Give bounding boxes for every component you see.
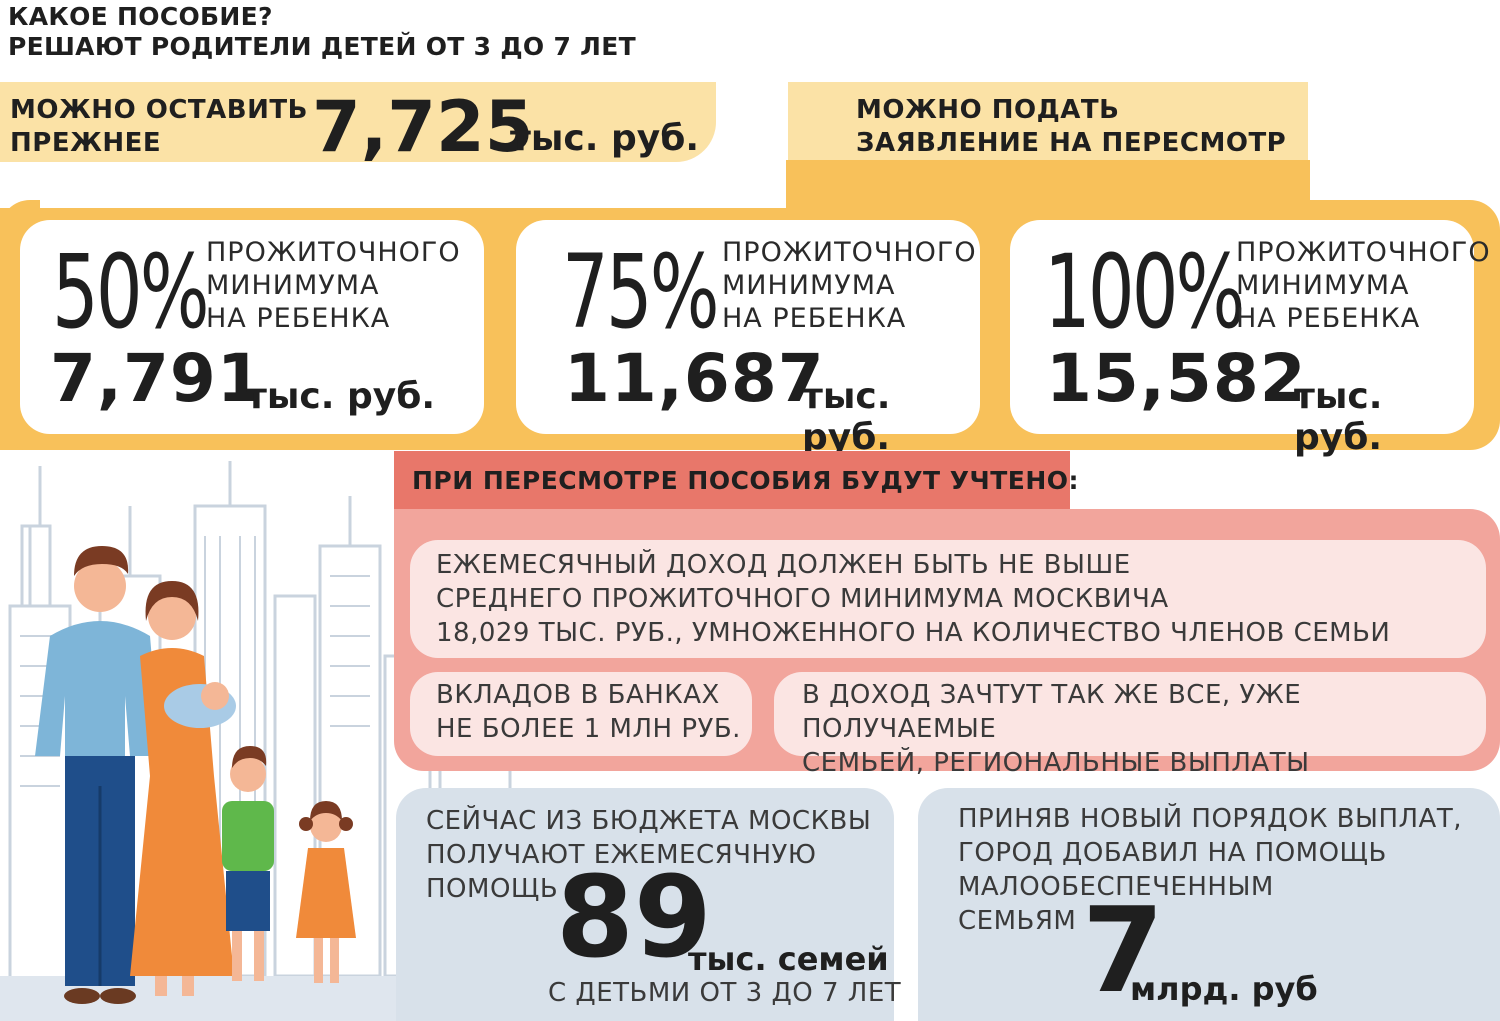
condition-payments-line-2: СЕМЬЕЙ, РЕГИОНАЛЬНЫЕ ВЫПЛАТЫ (802, 748, 1310, 778)
condition-payments-text: В ДОХОД ЗАЧТУТ ТАК ЖЕ ВСЕ, УЖЕ ПОЛУЧАЕМЫ… (802, 678, 1486, 780)
option-50-label-line-3: НА РЕБЕНКА (206, 303, 391, 334)
keep-label-line-1: МОЖНО ОСТАВИТЬ (10, 95, 308, 125)
option-100-label-line-2: МИНИМУМА (1236, 270, 1410, 301)
budget-stat-card (918, 788, 1500, 1021)
families-stat-text: СЕЙЧАС ИЗ БЮДЖЕТА МОСКВЫ ПОЛУЧАЮТ ЕЖЕМЕС… (426, 804, 871, 906)
review-label: МОЖНО ПОДАТЬ ЗАЯВЛЕНИЕ НА ПЕРЕСМОТР (856, 94, 1286, 160)
families-stat-line-3: ПОМОЩЬ (426, 874, 559, 904)
conditions-heading: ПРИ ПЕРЕСМОТРЕ ПОСОБИЯ БУДУТ УЧТЕНО: (412, 466, 1080, 495)
review-label-line-2: ЗАЯВЛЕНИЕ НА ПЕРЕСМОТР (856, 128, 1287, 158)
option-card-100: 100% ПРОЖИТОЧНОГО МИНИМУМА НА РЕБЕНКА 15… (1010, 220, 1490, 458)
option-100-label-line-1: ПРОЖИТОЧНОГО (1236, 237, 1491, 268)
family-city-illustration (0, 461, 560, 1021)
option-card-75: 75% ПРОЖИТОЧНОГО МИНИМУМА НА РЕБЕНКА 11,… (516, 220, 980, 458)
condition-deposits-text: ВКЛАДОВ В БАНКАХ НЕ БОЛЕЕ 1 МЛН РУБ. (436, 678, 741, 746)
condition-income-line-3: 18,029 ТЫС. РУБ., УМНОЖЕННОГО НА КОЛИЧЕС… (436, 618, 1391, 648)
budget-stat-line-3: МАЛООБЕСПЕЧЕННЫМ (958, 872, 1274, 902)
option-100-amount: 15,582 (1046, 340, 1307, 417)
option-50-label: ПРОЖИТОЧНОГО МИНИМУМА НА РЕБЕНКА (206, 236, 461, 335)
boy-figure (222, 746, 274, 981)
condition-payments-line-1: В ДОХОД ЗАЧТУТ ТАК ЖЕ ВСЕ, УЖЕ ПОЛУЧАЕМЫ… (802, 680, 1302, 744)
option-75-label-line-1: ПРОЖИТОЧНОГО (722, 237, 977, 268)
condition-income-card: ЕЖЕМЕСЯЧНЫЙ ДОХОД ДОЛЖЕН БЫТЬ НЕ ВЫШЕ СР… (410, 540, 1486, 658)
condition-income-line-1: ЕЖЕМЕСЯЧНЫЙ ДОХОД ДОЛЖЕН БЫТЬ НЕ ВЫШЕ (436, 550, 1131, 580)
frame-gap (0, 168, 786, 208)
families-stat-card (396, 788, 894, 1021)
mother-figure (130, 581, 236, 996)
option-50-label-line-2: МИНИМУМА (206, 270, 380, 301)
option-50-unit: тыс. руб. (246, 376, 436, 417)
keep-label: МОЖНО ОСТАВИТЬ ПРЕЖНЕЕ (10, 94, 308, 160)
option-75-amount: 11,687 (564, 340, 825, 417)
option-50-percent: 50% (52, 233, 209, 352)
keep-unit: тыс. руб. (510, 118, 700, 159)
option-100-unit: тыс. руб. (1294, 376, 1383, 458)
budget-stat-text: ПРИНЯВ НОВЫЙ ПОРЯДОК ВЫПЛАТ, ГОРОД ДОБАВ… (958, 802, 1462, 938)
condition-income-text: ЕЖЕМЕСЯЧНЫЙ ДОХОД ДОЛЖЕН БЫТЬ НЕ ВЫШЕ СР… (436, 548, 1390, 650)
option-card-50: 50% ПРОЖИТОЧНОГО МИНИМУМА НА РЕБЕНКА 7,7… (20, 220, 484, 434)
budget-stat-number: 7 (1082, 881, 1165, 1019)
option-75-unit: тыс. руб. (802, 376, 891, 458)
condition-payments-card: В ДОХОД ЗАЧТУТ ТАК ЖЕ ВСЕ, УЖЕ ПОЛУЧАЕМЫ… (774, 672, 1486, 778)
options-frame-tab (786, 160, 1310, 208)
budget-stat-unit: млрд. руб (1130, 970, 1318, 1008)
keep-existing-band (0, 82, 716, 162)
option-50-amount: 7,791 (50, 340, 264, 417)
condition-income-line-2: СРЕДНЕГО ПРОЖИТОЧНОГО МИНИМУМА МОСКВИЧА (436, 584, 1169, 614)
conditions-header-bar (394, 451, 1070, 513)
option-50-label-line-1: ПРОЖИТОЧНОГО (206, 237, 461, 268)
budget-stat-line-2: ГОРОД ДОБАВИЛ НА ПОМОЩЬ (958, 838, 1387, 868)
keep-amount: 7,725 (312, 86, 534, 168)
keep-label-line-2: ПРЕЖНЕЕ (10, 128, 162, 158)
families-stat-unit: тыс. семей (688, 940, 889, 978)
option-75-label-line-2: МИНИМУМА (722, 270, 896, 301)
budget-stat-line-1: ПРИНЯВ НОВЫЙ ПОРЯДОК ВЫПЛАТ, (958, 804, 1462, 834)
option-100-label: ПРОЖИТОЧНОГО МИНИМУМА НА РЕБЕНКА (1236, 236, 1491, 335)
option-75-percent: 75% (562, 233, 719, 352)
condition-deposits-line-2: НЕ БОЛЕЕ 1 МЛН РУБ. (436, 714, 741, 744)
title-line-1: КАКОЕ ПОСОБИЕ? (8, 2, 273, 31)
families-stat-number: 89 (556, 853, 712, 983)
option-75-label-line-3: НА РЕБЕНКА (722, 303, 907, 334)
families-stat-line-1: СЕЙЧАС ИЗ БЮДЖЕТА МОСКВЫ (426, 806, 872, 836)
option-75-label: ПРОЖИТОЧНОГО МИНИМУМА НА РЕБЕНКА (722, 236, 977, 335)
families-stat-footer: С ДЕТЬМИ ОТ 3 ДО 7 ЛЕТ (548, 978, 902, 1008)
families-stat-line-2: ПОЛУЧАЮТ ЕЖЕМЕСЯЧНУЮ (426, 840, 817, 870)
condition-deposits-card: ВКЛАДОВ В БАНКАХ НЕ БОЛЕЕ 1 МЛН РУБ. (410, 672, 752, 756)
budget-stat-line-4: СЕМЬЯМ (958, 906, 1077, 936)
title-line-2: РЕШАЮТ РОДИТЕЛИ ДЕТЕЙ ОТ 3 ДО 7 ЛЕТ (8, 32, 636, 61)
option-100-percent: 100% (1044, 233, 1245, 352)
review-label-line-1: МОЖНО ПОДАТЬ (856, 95, 1120, 125)
girl-figure (296, 801, 356, 983)
condition-deposits-line-1: ВКЛАДОВ В БАНКАХ (436, 680, 720, 710)
review-band (788, 82, 1308, 170)
father-figure (35, 546, 160, 1004)
option-100-label-line-3: НА РЕБЕНКА (1236, 303, 1421, 334)
